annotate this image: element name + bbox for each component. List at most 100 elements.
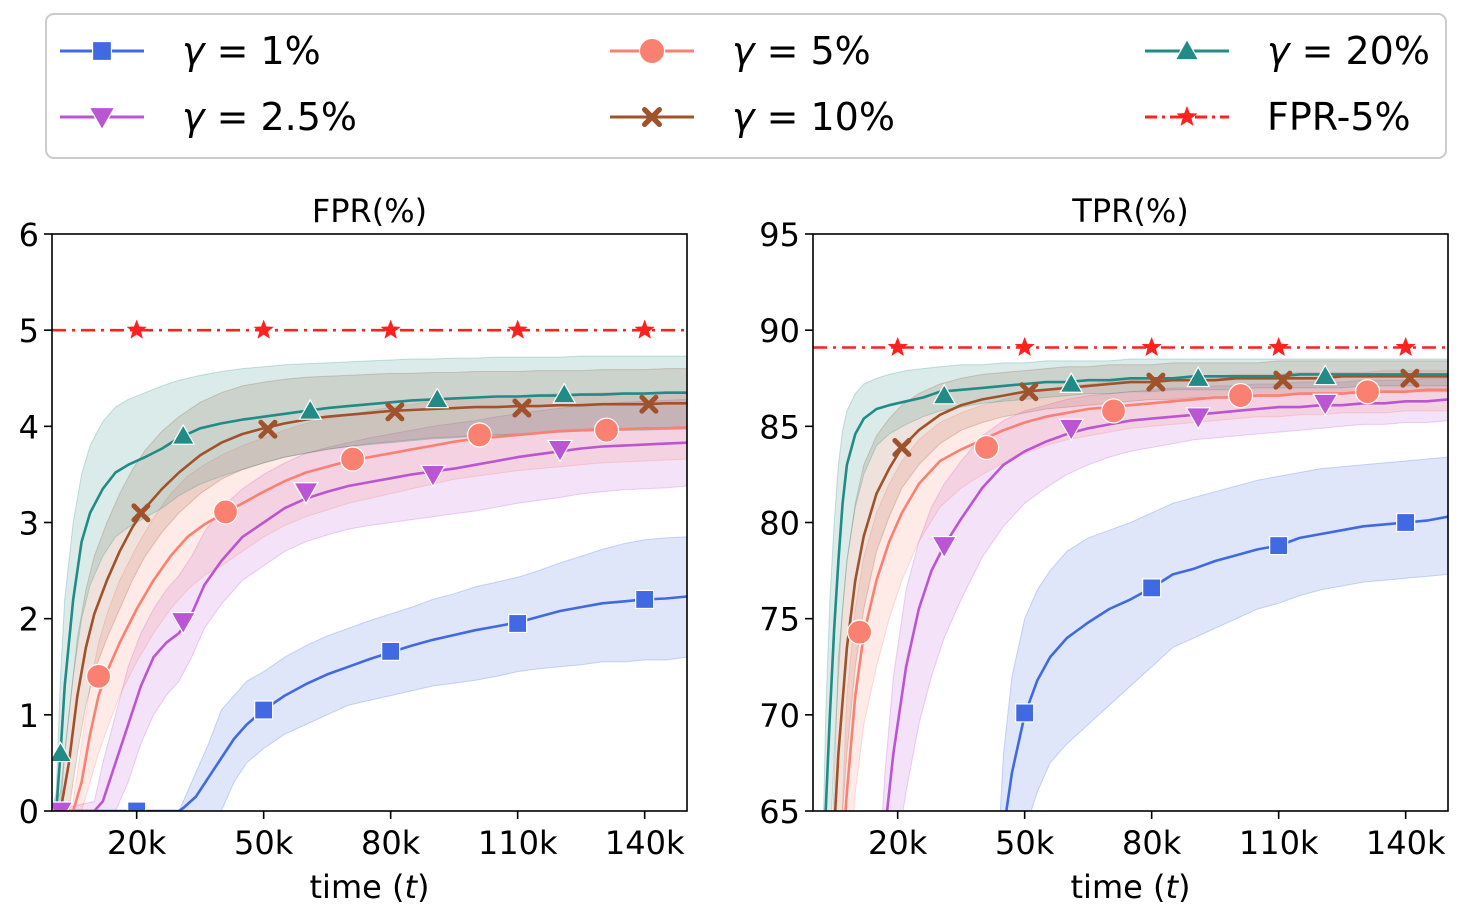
legend-label-g25: γ = 2.5%	[182, 95, 357, 139]
tpr-marker-g25-3	[1312, 393, 1339, 417]
fpr-band-g10	[52, 368, 687, 811]
tpr-panel: TPR(%) 20k 50k 80k 110k 140k 65 70 75 80 85 90 95 t…	[759, 192, 1449, 906]
fpr-ytick-label-5: 5	[19, 312, 39, 350]
fpr-xtick-label-4: 140k	[605, 824, 685, 862]
fpr-panel-xlabel: time (t)	[310, 868, 430, 906]
tpr-line-g1	[1005, 515, 1448, 811]
fpr-marker-g5-1	[212, 499, 239, 525]
tpr-marker-g5-0	[846, 619, 873, 645]
tpr-xtick-label-0: 20k	[868, 824, 928, 862]
tpr-xtick-label-1: 50k	[995, 824, 1055, 862]
fpr-marker-g20-2	[298, 398, 323, 420]
legend-entry-g1: γ = 1%	[60, 29, 321, 73]
legend-marker-g25	[88, 106, 116, 131]
fpr-xtick-label-1: 50k	[234, 824, 294, 862]
fpr-marker-g25-3	[419, 464, 447, 488]
tpr-marker-g25-1	[1058, 418, 1085, 442]
tpr-band-g5	[841, 370, 1448, 811]
legend-marker-fpr	[1176, 105, 1198, 127]
tpr-marker-g25-0	[931, 535, 958, 559]
fpr-line-g5	[52, 426, 687, 811]
fpr-marker-g25-2	[292, 482, 320, 505]
fpr-xtick-label-3: 110k	[478, 824, 558, 862]
fpr-plot-area	[52, 319, 687, 811]
fpr-marker-g10-3	[512, 398, 532, 418]
fpr-marker-g20-4	[552, 382, 577, 404]
fpr-xtick-label-0: 20k	[107, 824, 167, 862]
fpr-ytick-label-6: 6	[19, 216, 39, 254]
legend-text: FPR-5%	[1267, 95, 1411, 139]
tpr-panel-title: TPR(%)	[1071, 192, 1188, 230]
tpr-marker-g20-1	[1059, 371, 1084, 393]
fpr-marker-g5-0	[85, 663, 112, 689]
tpr-xtick-label-4: 140k	[1366, 824, 1446, 862]
legend-label-g10: γ = 10%	[732, 95, 895, 139]
fpr-marker-g10-2	[385, 402, 405, 422]
tpr-marker-g10-3	[1273, 370, 1293, 390]
legend-label-g1: γ = 1%	[182, 29, 321, 73]
legend-gamma: γ	[732, 95, 757, 139]
tpr-band-g10	[832, 360, 1448, 811]
fpr-marker-g10-0	[131, 503, 151, 523]
fpr-ytick-label-3: 3	[19, 505, 39, 543]
legend-text: = 20%	[1290, 29, 1430, 73]
tpr-band-g20	[823, 358, 1448, 811]
fpr-marker-g20-1	[171, 423, 196, 445]
fpr-marker-g1-3	[508, 613, 528, 634]
legend-gamma: γ	[182, 95, 207, 139]
fpr-band-g20	[52, 355, 687, 811]
fpr-marker-g10-4	[639, 394, 659, 414]
fpr-marker-fpr-1	[253, 319, 274, 339]
fpr-marker-g25-0	[52, 801, 74, 811]
tpr-marker-g1-0	[1015, 703, 1035, 723]
fpr-marker-g5-3	[466, 422, 493, 448]
legend-gamma: γ	[182, 29, 207, 73]
tpr-ytick-label-5: 90	[759, 312, 800, 350]
legend-entry-g5: γ = 5%	[610, 29, 871, 73]
legend-marker-g20	[1174, 38, 1200, 61]
fpr-marker-g5-2	[339, 446, 366, 472]
legend-entry-g20: γ = 20%	[1145, 29, 1430, 73]
tpr-line-g25	[885, 398, 1448, 811]
fpr-band-g5	[52, 391, 687, 811]
fpr-marker-g1-2	[381, 641, 401, 661]
tpr-marker-g1-2	[1269, 535, 1289, 556]
fpr-panel: FPR(%) 20k 50k 80k 110k 140k 0 1 2 3 4 5 6 time (t)	[19, 192, 688, 906]
tpr-marker-g10-2	[1146, 372, 1166, 392]
fpr-band-g1	[52, 536, 687, 811]
legend-entry-fpr: FPR-5%	[1145, 95, 1411, 139]
tpr-marker-fpr-0	[887, 336, 908, 357]
fpr-ytick-label-1: 1	[19, 697, 39, 735]
fpr-panel-title: FPR(%)	[312, 192, 427, 230]
tpr-marker-g20-2	[1186, 366, 1211, 388]
legend-entry-g10: γ = 10%	[610, 95, 895, 139]
tpr-marker-g25-2	[1185, 407, 1212, 430]
tpr-xtick-label-2: 80k	[1122, 824, 1182, 862]
fpr-xtick-label-2: 80k	[361, 824, 421, 862]
legend-frame	[45, 13, 1447, 159]
tpr-xtick-label-3: 110k	[1239, 824, 1319, 862]
legend-label-g5: γ = 5%	[732, 29, 871, 73]
legend-label-fpr: FPR-5%	[1267, 95, 1411, 139]
fpr-marker-g1-1	[254, 700, 274, 720]
fpr-marker-fpr-3	[507, 319, 528, 339]
tpr-marker-g1-1	[1142, 578, 1162, 598]
legend-marker-g1	[91, 40, 113, 62]
tpr-marker-g5-3	[1227, 382, 1254, 409]
legend-marker-g10	[642, 107, 662, 127]
fpr-ytick-label-4: 4	[19, 408, 39, 446]
tpr-marker-g5-1	[973, 434, 1000, 461]
legend-gamma: γ	[1267, 29, 1292, 73]
tpr-band-g25	[882, 377, 1448, 811]
tpr-plot-area	[813, 336, 1448, 811]
tpr-marker-g20-3	[1313, 364, 1338, 386]
tpr-ytick-label-3: 80	[759, 505, 800, 543]
fpr-ytick-label-0: 0	[19, 793, 39, 831]
fpr-marker-g20-0	[52, 741, 73, 763]
tpr-marker-g10-1	[1019, 382, 1039, 402]
tpr-ytick-label-1: 70	[759, 697, 800, 735]
legend-text: = 5%	[755, 29, 871, 73]
tpr-marker-fpr-4	[1395, 336, 1416, 357]
legend-text: = 10%	[755, 95, 895, 139]
